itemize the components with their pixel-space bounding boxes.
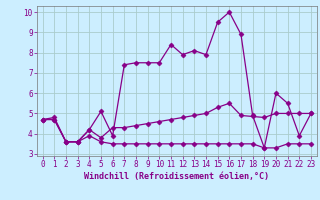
X-axis label: Windchill (Refroidissement éolien,°C): Windchill (Refroidissement éolien,°C) [84, 172, 269, 181]
